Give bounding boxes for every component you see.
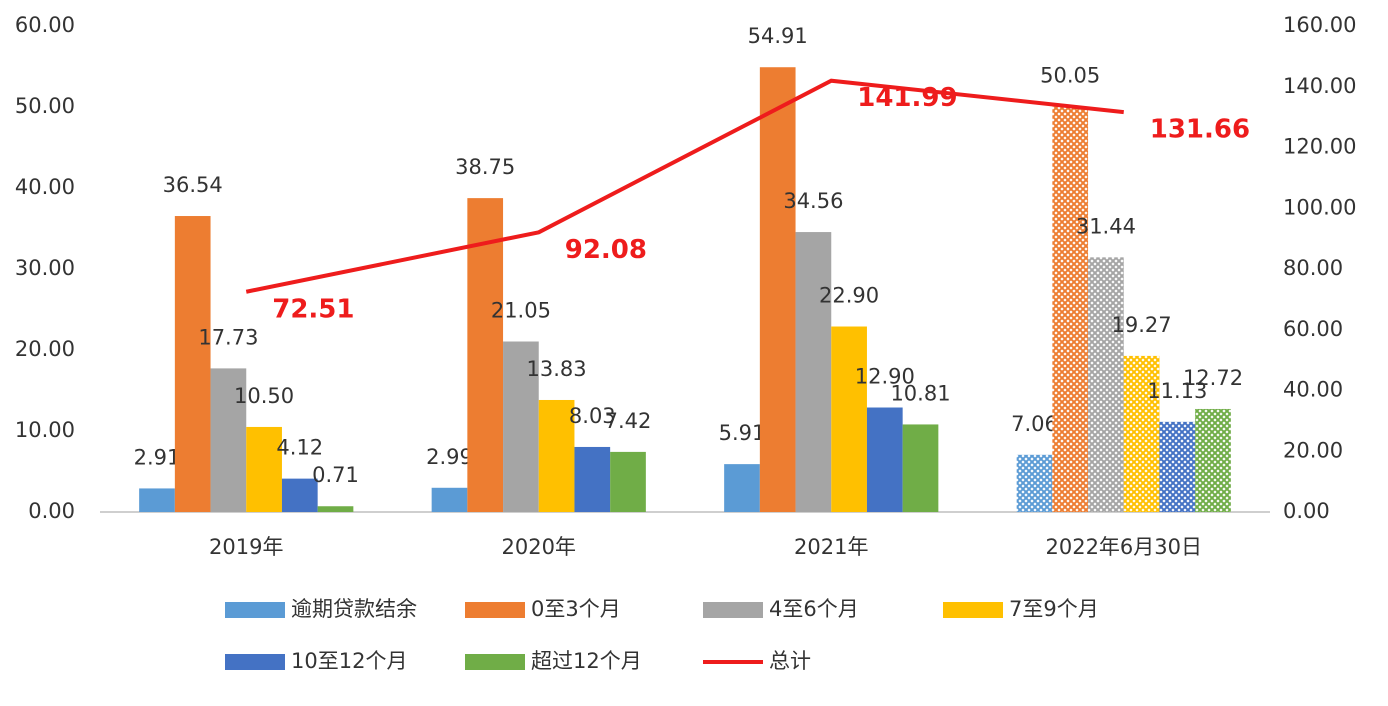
bar <box>431 487 468 512</box>
bar <box>574 446 611 512</box>
y2-tick-label: 160.00 <box>1283 13 1356 37</box>
legend-label: 总计 <box>769 649 811 673</box>
y2-tick-label: 20.00 <box>1283 438 1343 462</box>
bar <box>610 451 646 512</box>
value-label: 12.90 <box>855 365 915 389</box>
bar <box>866 407 903 512</box>
y2-tick-label: 120.00 <box>1283 135 1356 159</box>
bar <box>795 232 832 512</box>
bar <box>1159 421 1196 512</box>
x-tick-label: 2020年 <box>502 535 576 559</box>
value-label: 50.05 <box>1040 64 1100 88</box>
bar <box>1052 106 1089 512</box>
value-label: 12.72 <box>1183 366 1243 390</box>
bar <box>246 426 282 512</box>
y2-tick-label: 40.00 <box>1283 378 1343 402</box>
legend-swatch <box>465 602 525 618</box>
legend-swatch <box>225 654 285 670</box>
value-label: 7.42 <box>605 409 652 433</box>
value-label: 21.05 <box>491 298 551 322</box>
value-label: 11.13 <box>1147 379 1207 403</box>
legend-label: 逾期贷款结余 <box>291 597 417 621</box>
value-label: 5.91 <box>719 421 766 445</box>
bar <box>724 464 760 512</box>
value-label: 10.81 <box>890 381 950 405</box>
y2-tick-label: 80.00 <box>1283 256 1343 280</box>
bar <box>467 198 504 512</box>
bar <box>317 506 354 512</box>
value-label: 17.73 <box>198 325 258 349</box>
bar <box>139 488 175 512</box>
y2-tick-label: 0.00 <box>1283 499 1330 523</box>
y2-tick-label: 100.00 <box>1283 195 1356 219</box>
legend-label: 10至12个月 <box>291 649 407 673</box>
legend-swatch <box>703 602 763 618</box>
value-label: 54.91 <box>748 24 808 48</box>
y-tick-label: 20.00 <box>15 337 75 361</box>
legend-label: 4至6个月 <box>769 597 859 621</box>
value-label: 38.75 <box>455 155 515 179</box>
value-label: 19.27 <box>1112 313 1172 337</box>
value-label: 2.91 <box>134 445 181 469</box>
value-label: 22.90 <box>819 284 879 308</box>
bar <box>281 478 318 512</box>
legend-swatch <box>943 602 1003 618</box>
y-tick-label: 40.00 <box>15 175 75 199</box>
y-tick-label: 0.00 <box>28 499 75 523</box>
total-label: 72.51 <box>272 294 354 324</box>
total-label: 131.66 <box>1150 115 1250 145</box>
value-label: 31.44 <box>1076 214 1136 238</box>
bar <box>503 341 539 512</box>
bar <box>831 326 867 512</box>
legend-label: 超过12个月 <box>531 649 642 673</box>
bar <box>210 368 247 512</box>
legend-label: 7至9个月 <box>1009 597 1099 621</box>
bar <box>902 424 939 512</box>
value-label: 34.56 <box>783 189 843 213</box>
value-label: 0.71 <box>312 463 359 487</box>
x-tick-label: 2021年 <box>794 535 868 559</box>
bar <box>538 399 575 512</box>
legend-label: 0至3个月 <box>531 597 621 621</box>
value-label: 2.99 <box>426 445 473 469</box>
legend-swatch <box>465 654 525 670</box>
y-tick-label: 10.00 <box>15 418 75 442</box>
y-tick-label: 60.00 <box>15 13 75 37</box>
bar <box>1088 257 1124 512</box>
value-label: 13.83 <box>527 357 587 381</box>
y2-tick-label: 60.00 <box>1283 317 1343 341</box>
value-label: 8.03 <box>569 404 616 428</box>
y-tick-label: 50.00 <box>15 94 75 118</box>
value-label: 36.54 <box>163 173 223 197</box>
total-line <box>245 78 1124 294</box>
total-label: 92.08 <box>565 235 647 265</box>
legend-swatch <box>225 602 285 618</box>
bar <box>1123 355 1160 512</box>
bar <box>1016 454 1053 512</box>
bar <box>1195 408 1231 512</box>
y-tick-label: 30.00 <box>15 256 75 280</box>
value-label: 10.50 <box>234 384 294 408</box>
bar <box>174 216 211 512</box>
bar <box>759 67 796 512</box>
x-tick-label: 2019年 <box>209 535 283 559</box>
value-label: 7.06 <box>1011 412 1058 436</box>
y2-tick-label: 140.00 <box>1283 74 1356 98</box>
value-label: 4.12 <box>276 436 323 460</box>
x-tick-label: 2022年6月30日 <box>1045 535 1202 559</box>
